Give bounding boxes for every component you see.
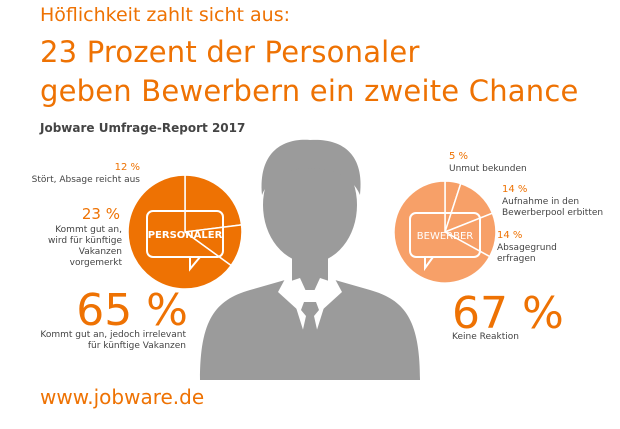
collar-left <box>278 279 310 312</box>
speech-bubble-icon-left <box>146 210 224 272</box>
bewerber-slice-1-label: Keine Reaktion <box>452 332 519 342</box>
personaler-slice-3-value: 12 % <box>114 162 140 173</box>
headline-line-2: geben Bewerbern ein zweite Chance <box>40 74 579 108</box>
tie-icon <box>298 302 322 362</box>
bewerber-pie-label: BEWERBER <box>417 231 474 242</box>
bewerber-slice-3-label: Aufnahme in den Bewerberpool erbitten <box>502 197 604 218</box>
speech-bubble-right-body <box>409 212 481 258</box>
personaler-pie-label: PERSONALER <box>148 230 223 241</box>
personaler-slice-1-value: 65 % <box>76 285 188 336</box>
bewerber-slice-1-value: 67 % <box>452 288 564 339</box>
personaler-slice-3-label: Stört, Absage reicht aus <box>31 175 140 185</box>
shirt-collar <box>278 278 342 362</box>
kicker-text: Höflichkeit zahlt sicht aus: <box>40 4 290 26</box>
silhouette-hair <box>261 139 361 195</box>
personaler-slice-1 <box>127 174 233 290</box>
bewerber-slice-4-value: 14 % <box>497 230 523 241</box>
bewerber-slice-2-value: 5 % <box>449 151 469 162</box>
headline-line-1: 23 Prozent der Personaler <box>40 35 420 69</box>
speech-bubble-icon-right <box>409 212 481 272</box>
footer-url[interactable]: www.jobware.de <box>40 385 205 409</box>
personaler-slice-2 <box>184 174 243 233</box>
personaler-slice-1-label: Kommt gut an, jedoch irrelevant für künf… <box>40 330 186 351</box>
bewerber-slice-4-label: Absagegrund erfragen <box>497 243 557 264</box>
speech-bubble-left-tail <box>189 256 201 272</box>
report-subtitle: Jobware Umfrage-Report 2017 <box>40 121 246 135</box>
speech-bubble-right-tail <box>424 256 434 272</box>
bewerber-slice-2-label: Unmut bekunden <box>449 164 527 174</box>
speech-bubble-left-body <box>146 210 224 258</box>
silhouette-head <box>263 147 357 263</box>
bewerber-slice-3-value: 14 % <box>502 184 528 195</box>
person-silhouette-icon <box>200 139 420 380</box>
personaler-slice-2-value: 23 % <box>81 205 120 223</box>
personaler-pie <box>127 174 243 290</box>
personaler-slice-2-label: Kommt gut an, wird für künftige Vakanzen… <box>47 225 122 268</box>
collar-right <box>310 279 342 312</box>
